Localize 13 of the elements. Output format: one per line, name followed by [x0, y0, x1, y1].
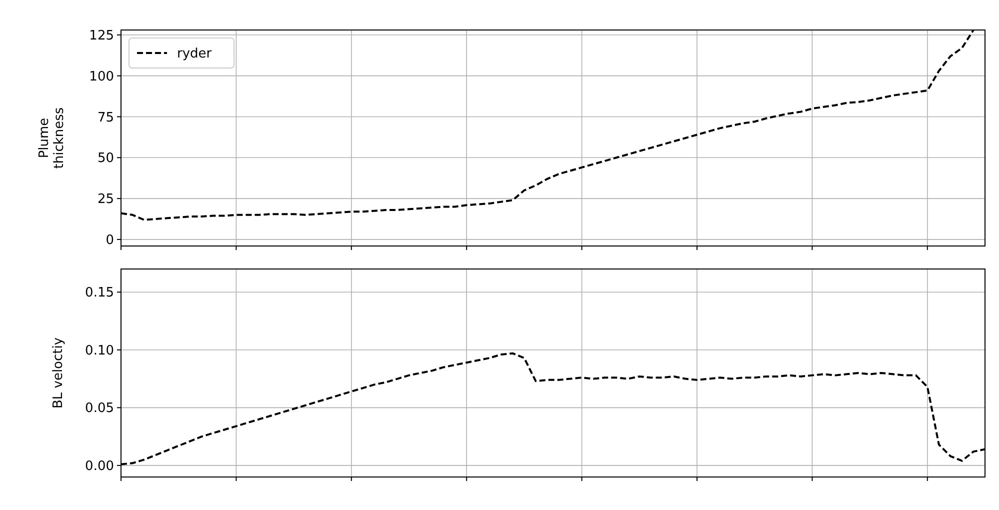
y-tick-label: 75	[97, 110, 114, 126]
y-tick-label: 0.10	[85, 343, 114, 358]
y-tick-label: 100	[89, 69, 114, 84]
y-axis-title: Plume thickness	[37, 107, 67, 169]
y-tick-label: 0.05	[85, 401, 114, 416]
y-tick-label: 0.00	[85, 458, 114, 474]
y-tick-label: 0	[106, 233, 114, 248]
y-tick-label: 50	[97, 151, 114, 166]
y-tick-label: 0.15	[85, 286, 114, 301]
y-tick-label: 25	[97, 192, 114, 208]
y-tick-label: 125	[89, 28, 114, 44]
legend-label: ryder	[177, 46, 212, 62]
y-axis-title: BL veloctiy	[51, 337, 66, 409]
